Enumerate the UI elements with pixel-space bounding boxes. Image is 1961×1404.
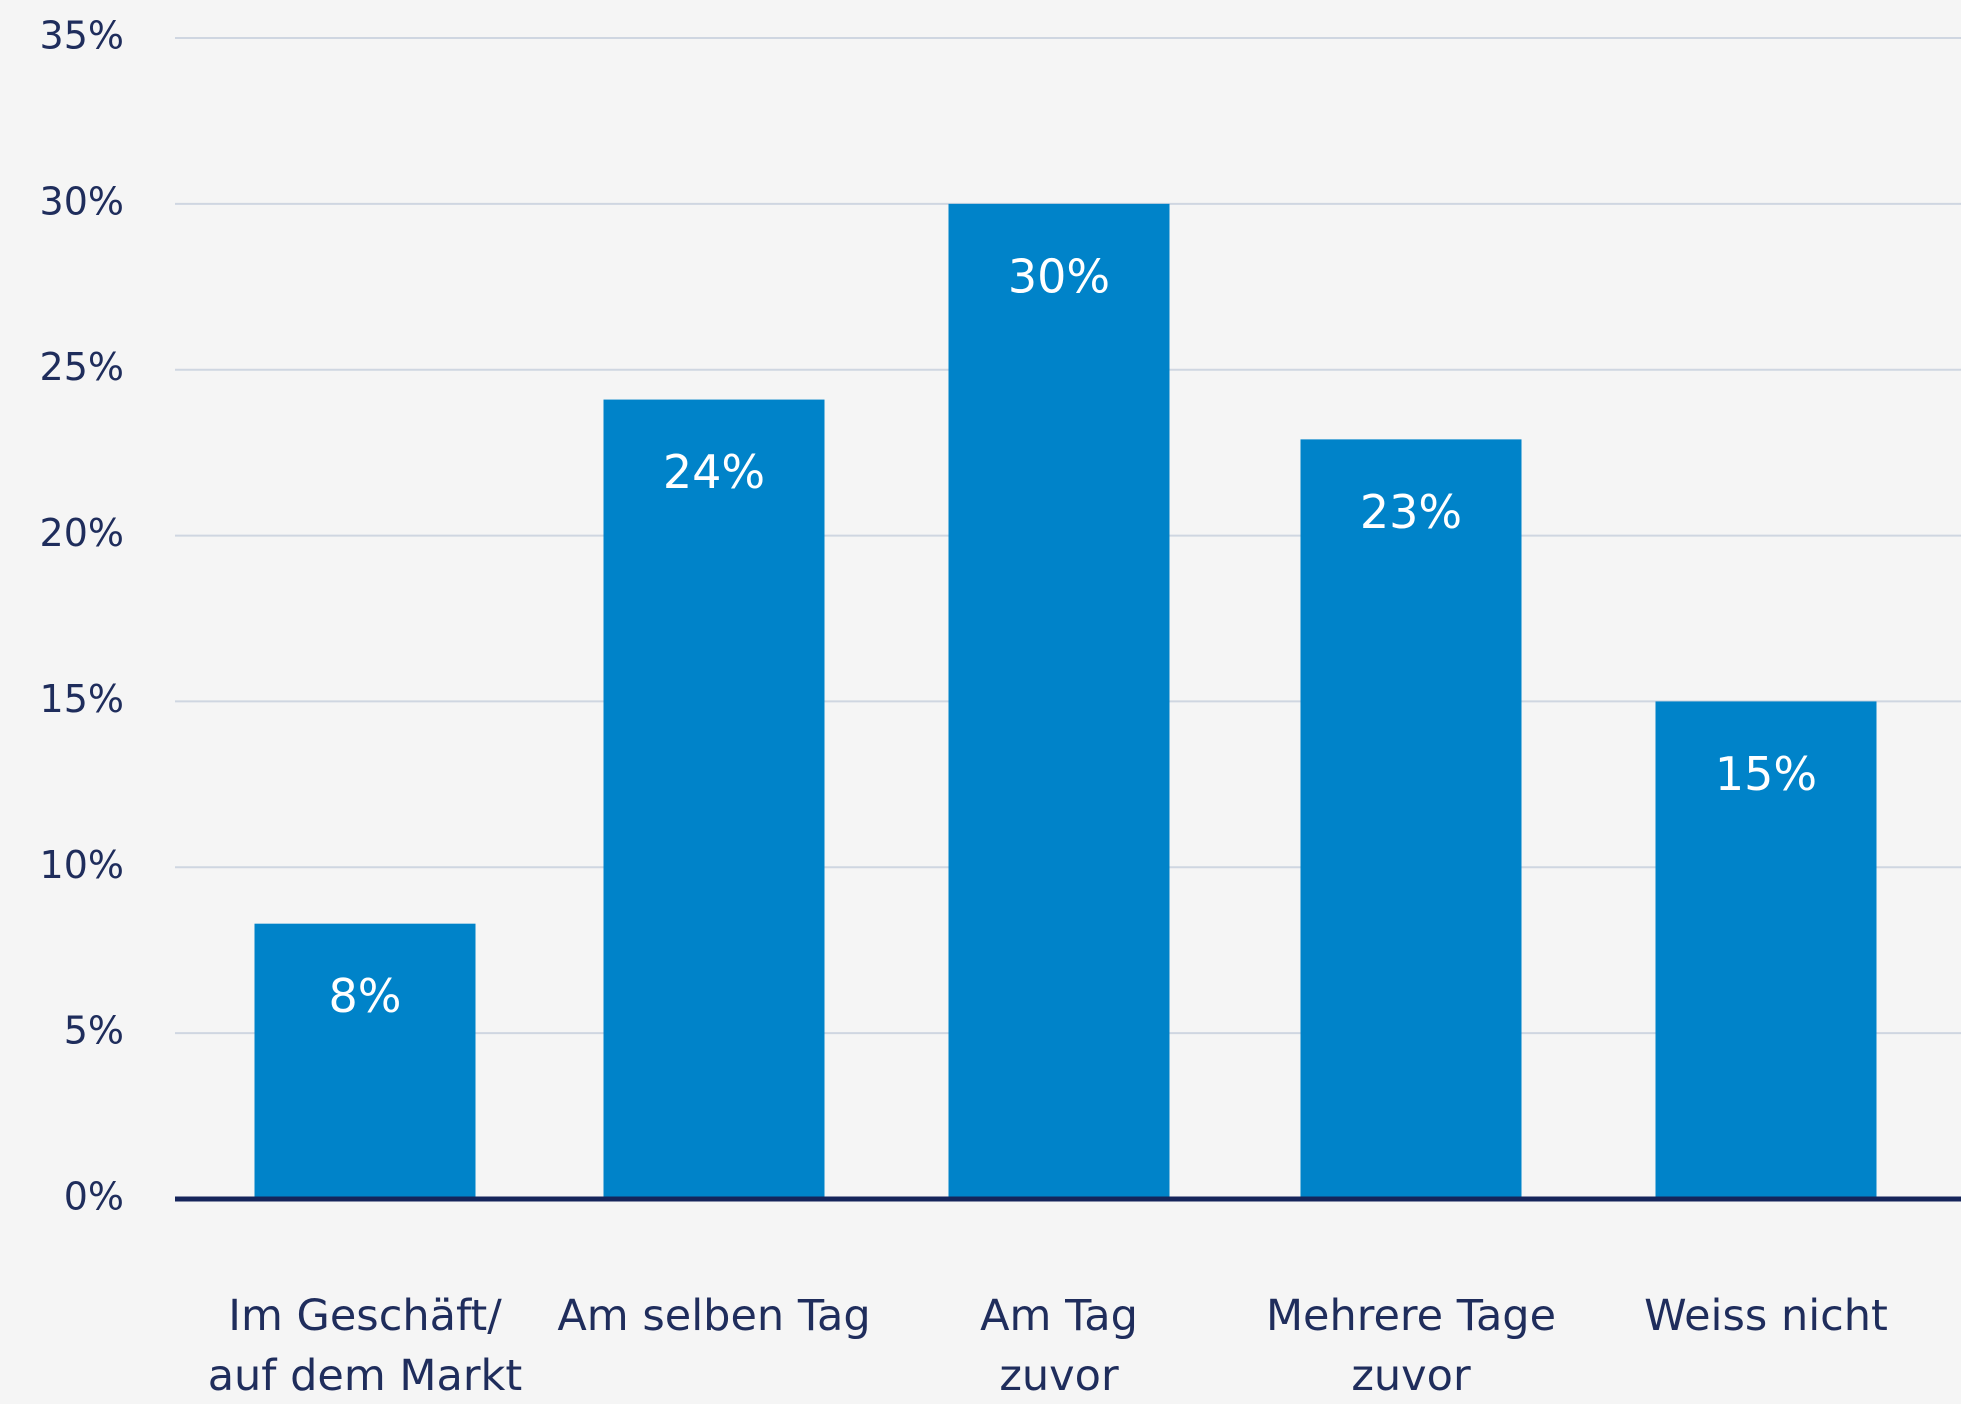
x-tick-label: Mehrere Tage zuvor xyxy=(1265,1291,1557,1401)
y-tick-label: 5% xyxy=(64,1009,124,1053)
y-tick-label: 25% xyxy=(40,345,124,389)
data-label: 15% xyxy=(1715,747,1817,801)
data-label: 8% xyxy=(329,969,402,1023)
data-label: 24% xyxy=(663,445,765,499)
x-tick-label: Am selben Tag xyxy=(557,1291,871,1341)
bar xyxy=(603,399,825,1199)
y-tick-label: 0% xyxy=(64,1175,124,1219)
data-label: 23% xyxy=(1360,485,1462,539)
bar xyxy=(254,923,476,1199)
x-tick-label: Weiss nicht xyxy=(1644,1291,1888,1341)
y-tick-label: 35% xyxy=(40,14,124,58)
bar xyxy=(1655,701,1877,1199)
y-tick-label: 15% xyxy=(40,677,124,721)
y-tick-label: 30% xyxy=(40,179,124,223)
bar xyxy=(1300,439,1522,1200)
x-tick-label: Im Geschäft/ auf dem Markt xyxy=(207,1291,523,1401)
bar xyxy=(948,203,1170,1199)
x-tick-label: Am Tag zuvor xyxy=(980,1291,1138,1401)
y-tick-label: 20% xyxy=(40,511,124,555)
y-tick-label: 10% xyxy=(40,843,124,887)
data-label: 30% xyxy=(1008,249,1110,303)
